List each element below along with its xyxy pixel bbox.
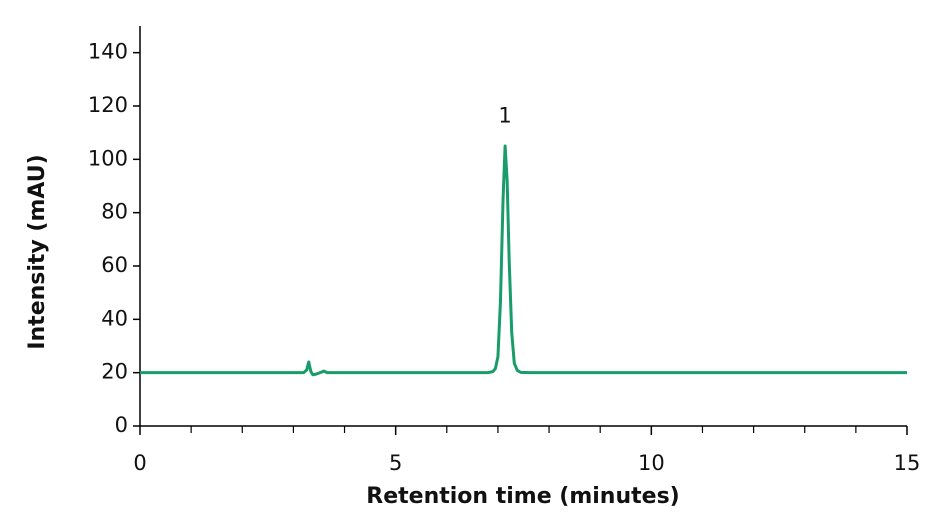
- y-tick-label: 100: [88, 146, 128, 170]
- y-tick-label: 0: [115, 413, 128, 437]
- y-axis-title: Intensity (mAU): [25, 154, 50, 349]
- data-line: [140, 144, 907, 377]
- y-tick-label: 80: [101, 200, 128, 224]
- y-tick-label: 40: [101, 306, 128, 330]
- y-tick-label: 140: [88, 40, 128, 64]
- x-axis-title: Retention time (minutes): [366, 484, 679, 509]
- y-tick-label: 60: [101, 253, 128, 277]
- y-tick-label: 20: [101, 360, 128, 384]
- y-tick-label: 120: [88, 93, 128, 117]
- annotation: 1: [498, 104, 511, 128]
- x-tick-label: 5: [389, 451, 402, 475]
- x-tick-label: 0: [133, 451, 146, 475]
- x-tick-label: 15: [894, 451, 921, 475]
- x-tick-label: 10: [638, 451, 665, 475]
